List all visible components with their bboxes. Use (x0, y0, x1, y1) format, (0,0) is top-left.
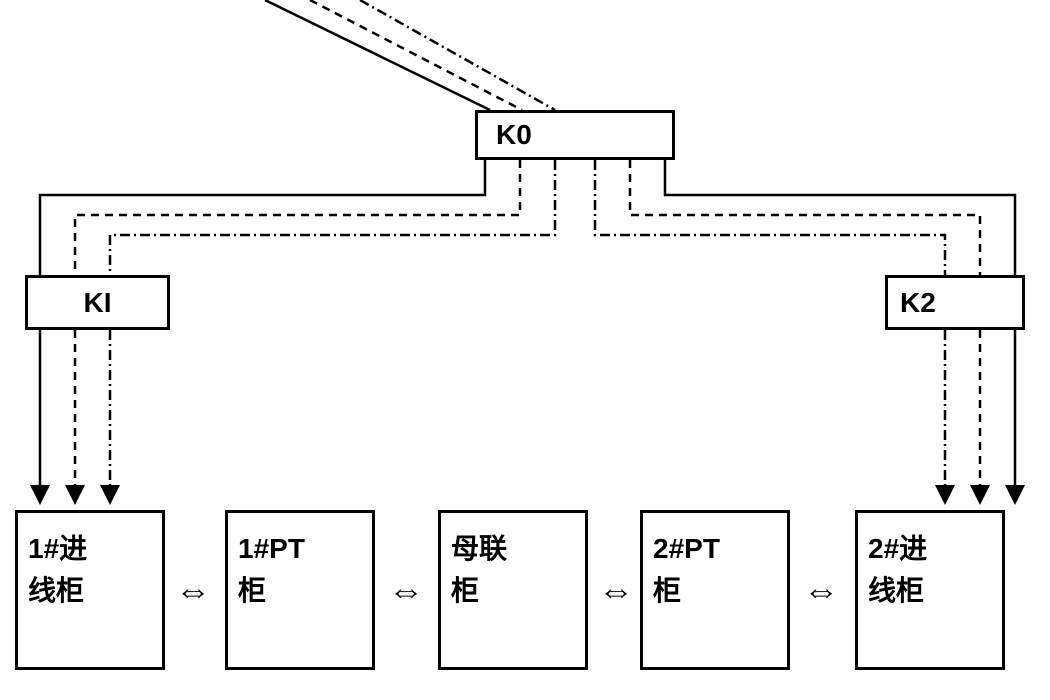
cabinet-1: 1#进 线柜 (15, 510, 165, 670)
bidir-arrow-4: ⇔ (803, 570, 839, 612)
cabinet-5-line1: 2#进 (868, 528, 992, 570)
node-k1: KI (25, 275, 170, 330)
cabinet-5: 2#进 线柜 (855, 510, 1005, 670)
cabinet-1-line2: 线柜 (28, 570, 152, 612)
cabinet-5-line2: 线柜 (868, 570, 992, 612)
node-k1-label: KI (84, 287, 112, 319)
node-k2: K2 (885, 275, 1025, 330)
cabinet-3-line2: 柜 (451, 570, 575, 612)
arrow-symbol: ⇔ (175, 570, 211, 611)
bidir-arrow-3: ⇔ (598, 570, 634, 612)
node-k0: K0 (475, 110, 675, 160)
arrow-symbol: ⇔ (803, 570, 839, 611)
cabinet-4: 2#PT 柜 (640, 510, 790, 670)
arrow-symbol: ⇔ (388, 570, 424, 611)
cabinet-4-line2: 柜 (653, 570, 777, 612)
node-k2-label: K2 (900, 287, 936, 319)
cabinet-3: 母联 柜 (438, 510, 588, 670)
cabinet-4-line1: 2#PT (653, 528, 777, 570)
cabinet-1-line1: 1#进 (28, 528, 152, 570)
cabinet-3-line1: 母联 (451, 528, 575, 570)
bidir-arrow-1: ⇔ (175, 570, 211, 612)
cabinet-2-line1: 1#PT (238, 528, 362, 570)
cabinet-2: 1#PT 柜 (225, 510, 375, 670)
cabinet-2-line2: 柜 (238, 570, 362, 612)
node-k0-label: K0 (496, 119, 532, 151)
bidir-arrow-2: ⇔ (388, 570, 424, 612)
arrow-symbol: ⇔ (598, 570, 634, 611)
